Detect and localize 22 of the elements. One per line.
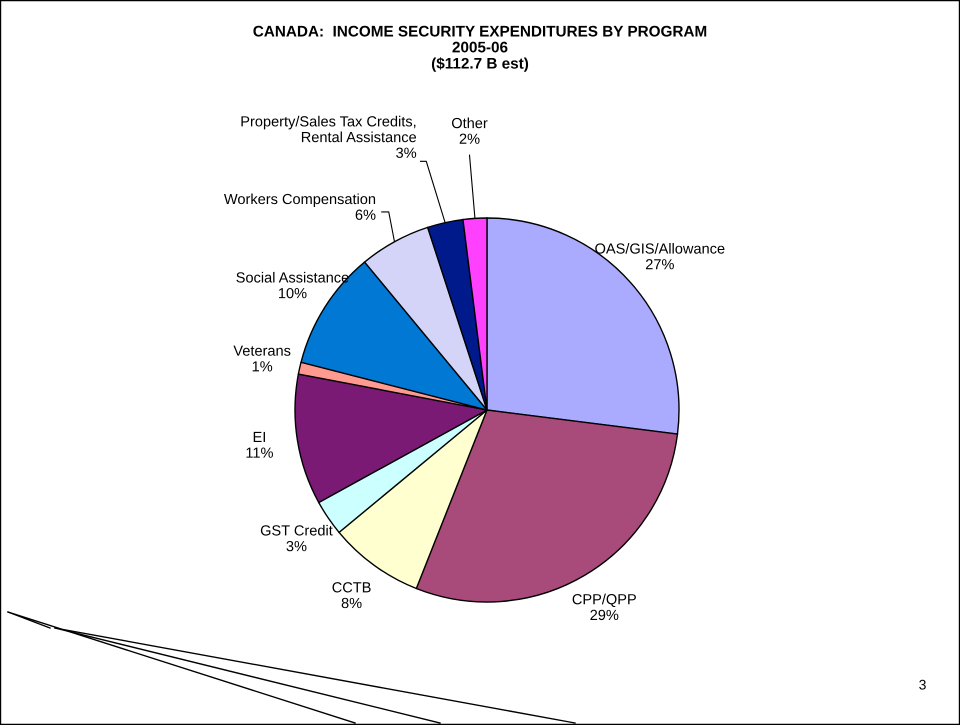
text: 3 xyxy=(919,680,926,690)
slice-label: Social Assistance xyxy=(236,272,349,283)
data-label: 2% xyxy=(460,134,480,144)
slice-label: GST Credit xyxy=(260,524,333,536)
slice-label: CCTB xyxy=(332,582,371,592)
chart-title: CANADA: INCOME SECURITY EXPENDITURES BY PROGRAM 2005-06 ($112.7 B est) xyxy=(253,26,706,72)
data-label: 3% xyxy=(396,148,416,158)
slice-label: OAS/GIS/Allowance xyxy=(595,242,724,254)
data-label: 11% xyxy=(246,448,273,458)
data-label: 27% xyxy=(646,259,674,270)
data-label: 3% xyxy=(286,540,306,552)
slice-label: EI xyxy=(254,432,265,442)
slice-label: Property/Sales Tax Credits, Rental Assistance xyxy=(241,116,416,142)
data-label: 1% xyxy=(252,361,272,372)
slice-label: Veterans xyxy=(233,346,290,356)
slice-label: Other xyxy=(452,118,488,128)
data-label: 29% xyxy=(590,610,618,620)
slice-label: CPP/QPP xyxy=(572,594,636,607)
data-label: 10% xyxy=(278,288,307,298)
data-label: 6% xyxy=(356,210,376,220)
slice-label: Workers Compensation xyxy=(224,193,376,208)
data-label: 8% xyxy=(342,598,362,608)
